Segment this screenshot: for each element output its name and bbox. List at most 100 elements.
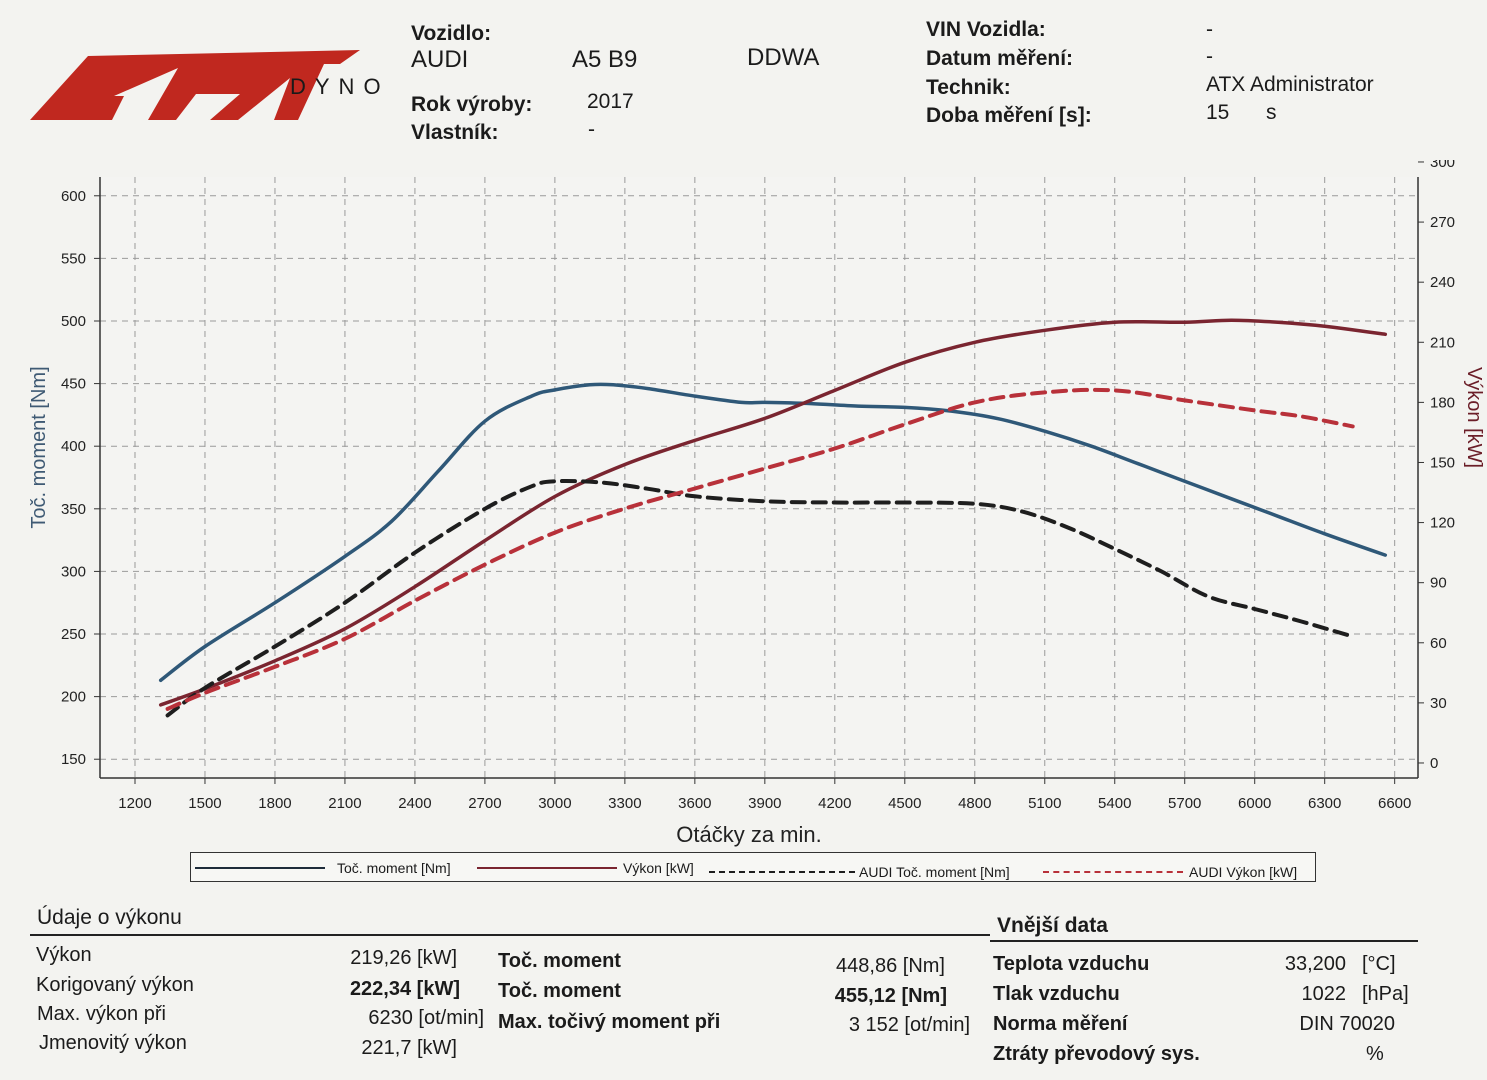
x-tick-label: 1200 [118, 795, 151, 812]
y-right-tick-label: 60 [1430, 635, 1447, 652]
y-left-tick-label: 250 [61, 626, 86, 643]
dyno-chart: 1200 1500 1800 2100 2400 2700 3000 3300 3600 3900… [28, 160, 1485, 847]
vehicle-model: A5 B9 [572, 46, 638, 73]
rok-label: Rok výroby: [411, 93, 533, 116]
doba-label: Doba měření [s]: [926, 104, 1092, 127]
vnejsi-section-rule [990, 940, 1418, 942]
doba-value: 15 [1206, 101, 1230, 124]
teplota-label: Teplota vzduchu [993, 953, 1150, 975]
y-left-tick-label: 150 [61, 751, 86, 768]
legend-label-torque: Toč. moment [Nm] [337, 860, 451, 876]
x-tick-label: 6000 [1238, 795, 1271, 812]
max-vykon-pri-value: 6230 [ot/min] [368, 1007, 484, 1029]
toc-moment-2-value: 455,12 [Nm] [834, 985, 947, 1007]
jmenovity-vykon-value: 221,7 [kW] [361, 1037, 457, 1059]
x-axis-title: Otáčky za min. [676, 822, 821, 847]
x-tick-label: 3600 [678, 795, 711, 812]
y-right-tick-label: 120 [1430, 515, 1455, 532]
technik-value: ATX Administrator [1206, 73, 1374, 96]
x-tick-label: 5100 [1028, 795, 1061, 812]
tlak-label: Tlak vzduchu [993, 983, 1120, 1005]
legend-line-torque [195, 867, 325, 869]
korigovany-vykon-value: 222,34 [kW] [349, 978, 460, 1000]
y-left-tick-label: 550 [61, 250, 86, 267]
vnejsi-section-title: Vnější data [997, 914, 1108, 937]
audi-torque-line [165, 479, 1355, 718]
x-tick-label: 4200 [818, 795, 851, 812]
teplota-unit: [°C] [1362, 953, 1396, 975]
legend-label-audi-torque: AUDI Toč. moment [Nm] [859, 864, 1010, 880]
x-tick-label: 3300 [608, 795, 641, 812]
max-tocivy-moment-label: Max. točivý moment při [498, 1011, 721, 1033]
rok-value: 2017 [587, 90, 634, 113]
x-tick-label: 5400 [1098, 795, 1131, 812]
toc-moment-value: 448,86 [Nm] [836, 955, 945, 977]
x-tick-label: 2700 [468, 795, 501, 812]
x-tick-label: 1800 [258, 795, 291, 812]
korigovany-vykon-label: Korigovaný výkon [36, 974, 194, 996]
vykon-label: Výkon [36, 944, 92, 966]
legend-line-power [477, 867, 617, 869]
jmenovity-vykon-label: Jmenovitý výkon [39, 1032, 187, 1054]
doba-unit: s [1266, 101, 1277, 124]
y-right-tick-label: 180 [1430, 394, 1455, 411]
legend-label-power: Výkon [kW] [623, 860, 694, 876]
x-tick-label: 4800 [958, 795, 991, 812]
vehicle-make: AUDI [411, 46, 469, 73]
logo-graphic: DYNO [30, 50, 390, 120]
y-right-tick-label: 90 [1430, 575, 1447, 592]
toc-moment-2-label: Toč. moment [498, 980, 621, 1002]
legend-label-audi-power: AUDI Výkon [kW] [1189, 864, 1298, 880]
y-left-tick-label: 400 [61, 438, 86, 455]
torque-line [158, 382, 1388, 683]
y-right-tick-label: 150 [1430, 454, 1455, 471]
vlastnik-label: Vlastník: [411, 121, 499, 144]
x-tick-label: 3900 [748, 795, 781, 812]
x-tick-label: 6600 [1378, 795, 1411, 812]
legend-line-audi-torque [709, 871, 855, 873]
x-tick-label: 2100 [328, 795, 361, 812]
vykon-value: 219,26 [kW] [350, 947, 457, 969]
vin-label: VIN Vozidla: [926, 18, 1046, 41]
vin-value: - [1206, 18, 1213, 41]
datum-value: - [1206, 45, 1213, 68]
y-left-tick-label: 300 [61, 563, 86, 580]
vykon-section-title: Údaje o výkonu [37, 906, 182, 929]
power-line [158, 318, 1388, 707]
vehicle-engine: DDWA [747, 44, 820, 71]
y-left-tick-label: 350 [61, 501, 86, 518]
ztraty-label: Ztráty převodový sys. [993, 1043, 1200, 1065]
tlak-value: 1022 [1301, 983, 1347, 1005]
vlastnik-value: - [588, 118, 595, 141]
legend-line-audi-power [1043, 871, 1183, 873]
plot-area [100, 177, 1418, 778]
atx-dyno-logo: DYNO [28, 44, 408, 130]
x-tick-label: 6300 [1308, 795, 1341, 812]
y-left-tick-label: 450 [61, 376, 86, 393]
y-left-tick-label: 200 [61, 689, 86, 706]
x-tick-label: 4500 [888, 795, 921, 812]
y-left-tick-label: 600 [61, 188, 86, 205]
vykon-section-rule [30, 934, 990, 936]
x-tick-label: 5700 [1168, 795, 1201, 812]
y-right-tick-label: 0 [1430, 755, 1438, 772]
norma-value: DIN 70020 [1299, 1013, 1395, 1035]
x-tick-label: 1500 [188, 795, 221, 812]
max-vykon-pri-label: Max. výkon při [37, 1003, 166, 1025]
datum-label: Datum měření: [926, 47, 1074, 70]
technik-label: Technik: [926, 76, 1011, 99]
x-tick-label: 2400 [398, 795, 431, 812]
chart-legend: Toč. moment [Nm] Výkon [kW] AUDI Toč. mo… [190, 852, 1316, 882]
vozidlo-label: Vozidlo: [411, 22, 492, 45]
ztraty-unit: % [1366, 1043, 1384, 1065]
y-right-tick-label: 270 [1430, 214, 1455, 231]
audi-power-line [165, 387, 1355, 711]
tlak-unit: [hPa] [1362, 983, 1409, 1005]
y-right-tick-label: 210 [1430, 334, 1455, 351]
max-tocivy-moment-value: 3 152 [ot/min] [848, 1014, 970, 1036]
teplota-value: 33,200 [1284, 953, 1346, 975]
y-left-tick-label: 500 [61, 313, 86, 330]
logo-sub-text: DYNO [290, 74, 390, 99]
y-right-tick-label: 30 [1430, 695, 1447, 712]
y-right-tick-label: 240 [1430, 274, 1455, 291]
